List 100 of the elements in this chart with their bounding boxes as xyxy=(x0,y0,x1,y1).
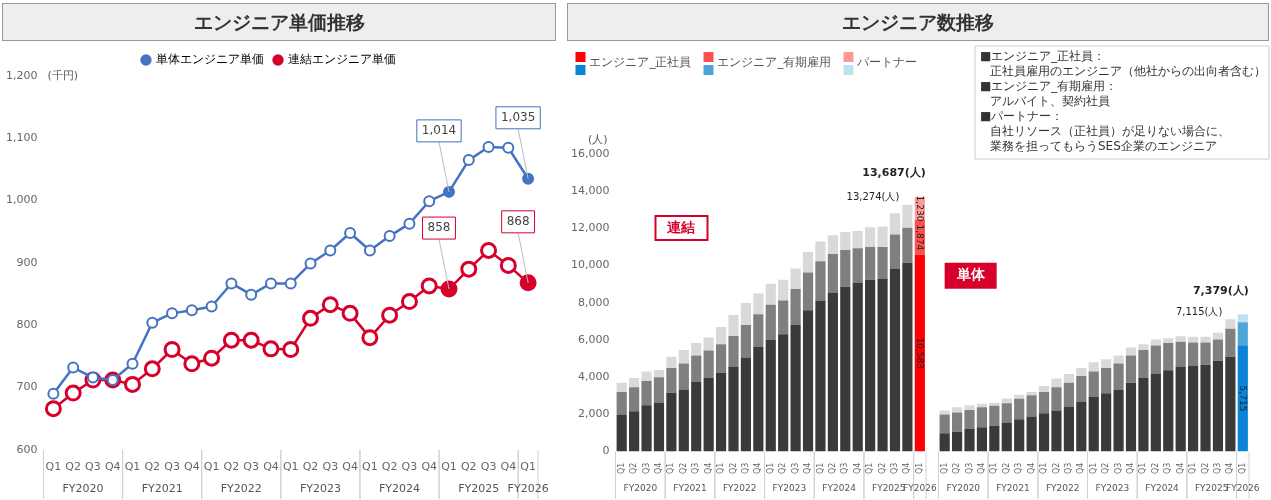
x-tick-label: Q2 xyxy=(1101,462,1111,474)
x-tick-label: Q1 xyxy=(939,462,949,474)
text: FY2024 xyxy=(1145,483,1180,494)
text: 業務を担ってもらうSES企業のエンジニア xyxy=(990,139,1217,154)
text: ■パートナー： xyxy=(980,109,1064,124)
x-tick-label: Q1 xyxy=(989,462,999,474)
text: FY2021 xyxy=(996,483,1030,494)
x-tick-label: Q2 xyxy=(778,462,788,474)
data-label: 10,583 xyxy=(915,337,926,369)
text: 正社員雇用のエンジニア（他社からの出向者含む） xyxy=(990,64,1266,79)
x-tick-label: Q3 xyxy=(1063,462,1073,474)
x-tick-label: Q4 xyxy=(421,460,438,474)
y-tick-label: 1,000 xyxy=(5,193,38,207)
y-tick-label: 1,200 xyxy=(5,68,38,82)
x-tick-label: Q1 xyxy=(1188,462,1198,474)
x-tick-label: Q2 xyxy=(381,460,398,474)
x-tick-label: Q4 xyxy=(263,460,279,474)
x-tick-label: Q1 xyxy=(1088,462,1098,474)
x-tick-label: Q4 xyxy=(654,462,664,474)
y-tick-label: 1,100 xyxy=(5,131,38,145)
x-tick-label: Q1 xyxy=(1039,462,1049,474)
annotation: 単体 xyxy=(955,266,986,283)
y-axis-title: (千円) xyxy=(47,69,79,83)
x-tick-label: Q3 xyxy=(964,462,974,474)
x-tick-label: Q1 xyxy=(520,460,536,474)
text: FY2022 xyxy=(220,481,262,495)
data-label: 5,715 xyxy=(1238,385,1249,412)
x-tick-label: Q3 xyxy=(164,460,180,474)
x-tick-label: Q2 xyxy=(1051,462,1061,474)
text: FY2024 xyxy=(822,483,857,494)
x-tick-label: Q4 xyxy=(104,460,121,474)
text: ■エンジニア_正社員： xyxy=(980,49,1106,64)
x-tick-label: Q4 xyxy=(1225,462,1235,474)
x-tick-label: Q1 xyxy=(914,462,924,474)
x-tick-label: Q4 xyxy=(977,462,987,474)
y-tick-label: 6,000 xyxy=(577,332,610,346)
text: FY2022 xyxy=(1045,483,1080,494)
x-tick-label: Q4 xyxy=(184,460,200,474)
x-tick-label: Q3 xyxy=(322,460,339,474)
annotation: 連結 xyxy=(666,218,696,235)
data-label: 1,230 xyxy=(915,195,926,222)
x-tick-label: Q3 xyxy=(741,462,750,474)
y-tick-label: 700 xyxy=(16,380,38,394)
x-tick-label: Q3 xyxy=(641,462,651,474)
x-tick-label: Q2 xyxy=(223,460,240,474)
y-tick-label: 2,000 xyxy=(577,407,610,421)
text: FY2023 xyxy=(1095,483,1130,494)
text: FY2025 xyxy=(458,481,500,495)
text: アルバイト、契約社員 xyxy=(990,94,1110,109)
y-tick-label: 16,000 xyxy=(570,146,610,160)
x-tick-label: Q2 xyxy=(678,462,688,474)
x-tick-label: Q1 xyxy=(203,460,220,474)
x-tick-label: Q3 xyxy=(480,460,497,474)
y-axis-title: (人) xyxy=(587,133,608,147)
total-label: 7,379(人) xyxy=(1192,283,1249,297)
text: FY2024 xyxy=(379,481,421,495)
x-tick-label: Q2 xyxy=(460,460,477,474)
x-tick-label: Q4 xyxy=(753,462,763,474)
text: FY2026 xyxy=(903,483,937,494)
data-label: 1,874 xyxy=(915,224,926,251)
chart-title: エンジニア数推移 xyxy=(567,3,1269,41)
x-tick-label: Q1 xyxy=(124,460,141,474)
x-tick-label: Q2 xyxy=(877,462,887,474)
x-tick-label: Q1 xyxy=(865,462,875,474)
x-tick-label: Q1 xyxy=(362,460,378,474)
x-tick-label: Q3 xyxy=(1213,462,1223,474)
x-tick-label: Q4 xyxy=(703,462,713,474)
x-tick-label: Q3 xyxy=(890,462,900,474)
y-tick-label: 10,000 xyxy=(570,258,610,272)
text: FY2020 xyxy=(62,481,104,495)
text: FY2021 xyxy=(141,481,183,495)
x-tick-label: Q2 xyxy=(302,460,319,474)
legend-label: 単体エンジニア単価 xyxy=(156,52,264,67)
x-tick-label: Q4 xyxy=(1175,462,1185,474)
y-tick-label: 800 xyxy=(16,318,38,332)
x-tick-label: Q2 xyxy=(952,462,962,474)
x-tick-label: Q1 xyxy=(765,462,775,474)
x-tick-label: Q2 xyxy=(629,462,639,474)
x-tick-label: Q1 xyxy=(1138,462,1148,474)
x-tick-label: Q2 xyxy=(827,462,837,474)
y-tick-label: 12,000 xyxy=(570,221,610,235)
y-tick-label: 0 xyxy=(602,444,610,458)
legend-label: エンジニア_有期雇用 xyxy=(717,55,832,70)
x-tick-label: Q3 xyxy=(790,462,800,474)
text: FY2021 xyxy=(673,483,707,494)
x-tick-label: Q1 xyxy=(45,460,62,474)
total-label: 13,274(人) xyxy=(846,191,900,203)
y-tick-label: 900 xyxy=(16,255,38,269)
x-tick-label: Q2 xyxy=(65,460,81,474)
text: FY2020 xyxy=(946,483,981,494)
x-tick-label: Q1 xyxy=(1237,462,1247,474)
x-tick-label: Q3 xyxy=(85,460,101,474)
x-tick-label: Q4 xyxy=(902,462,912,474)
text: FY2023 xyxy=(299,481,341,495)
text: FY2025 xyxy=(1194,483,1229,494)
text: FY2022 xyxy=(722,483,757,494)
total-label: 13,687(人) xyxy=(862,166,926,180)
data-label: 868 xyxy=(506,213,530,228)
x-tick-label: Q4 xyxy=(1076,462,1086,474)
x-tick-label: Q4 xyxy=(803,462,813,474)
